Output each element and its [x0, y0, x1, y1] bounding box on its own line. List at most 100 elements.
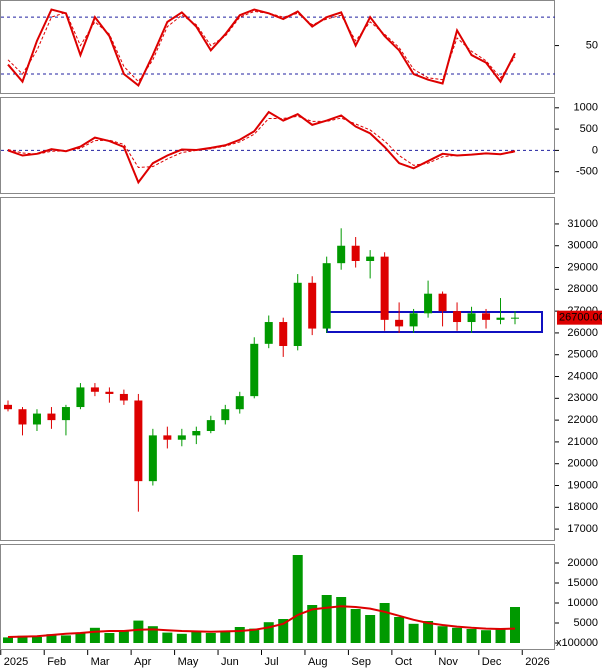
x-tick-label: 2025 [4, 656, 28, 668]
y-tick-label: 17000 [567, 523, 598, 535]
volume-bar [336, 597, 347, 643]
volume-bar [307, 605, 318, 643]
price-panel [0, 197, 555, 541]
y-tick-label: 29000 [567, 261, 598, 273]
candle-body [61, 407, 70, 421]
candle-body [293, 282, 302, 347]
volume-bar [162, 632, 173, 643]
volume-bar [481, 630, 492, 643]
unit-label: x10000 [556, 637, 592, 649]
macd-line [7, 110, 516, 185]
y-tick-label: 10000 [567, 597, 598, 609]
y-tick-label: 50 [586, 39, 598, 51]
oscillator-d [7, 10, 516, 83]
candle-body [18, 409, 27, 425]
x-tick-label: Dec [482, 656, 502, 668]
candle-body [206, 420, 215, 432]
x-tick-label: Jun [221, 656, 239, 668]
volume-bar [191, 631, 202, 643]
volume-bar [437, 626, 448, 643]
y-tick-label: 20000 [567, 458, 598, 470]
y-tick-label: 22000 [567, 414, 598, 426]
candle-body [250, 343, 259, 397]
candle-body [279, 322, 288, 347]
volume-bar [379, 603, 390, 643]
y-tick-label: 19000 [567, 479, 598, 491]
y-tick-label: 24000 [567, 370, 598, 382]
x-tick-label: Mar [91, 656, 110, 668]
candle-body [453, 311, 462, 323]
volume-bar [394, 617, 405, 643]
volume-bar [350, 609, 361, 643]
volume-bar [220, 631, 231, 643]
candle-body [264, 322, 273, 344]
volume-bar [3, 637, 13, 643]
candle-body [322, 263, 331, 329]
x-tick-label: Jul [265, 656, 279, 668]
y-tick-label: 20000 [567, 557, 598, 569]
volume-bar [17, 635, 28, 643]
candle-body [380, 256, 389, 320]
candle-body [337, 245, 346, 264]
volume-bar [75, 632, 86, 643]
candle-body [235, 396, 244, 410]
y-tick-label: 28000 [567, 283, 598, 295]
y-tick-label: 0 [592, 637, 598, 649]
y-tick-label: -500 [576, 166, 598, 178]
oscillator-panel [0, 0, 555, 94]
volume-bar [118, 631, 129, 643]
y-tick-label: 21000 [567, 436, 598, 448]
candle-body [119, 393, 128, 401]
volume-bar [205, 633, 216, 643]
volume-bar [466, 629, 477, 643]
y-tick-label: 18000 [567, 501, 598, 513]
volume-bar [321, 595, 332, 643]
y-tick-label: 500 [580, 123, 598, 135]
candle-body [177, 435, 186, 440]
x-tick-label: May [178, 656, 199, 668]
candle-body [511, 317, 519, 319]
candle-body [351, 245, 360, 261]
volume-bar [495, 628, 506, 643]
volume-bar [133, 620, 144, 643]
x-tick-label: Aug [308, 656, 328, 668]
candle-body [105, 391, 114, 394]
volume-bar [234, 627, 245, 643]
candle-body [438, 293, 447, 312]
oscillator-k [7, 8, 516, 87]
volume-bar [104, 633, 115, 643]
volume-bar [60, 635, 71, 643]
volume-bar [89, 627, 100, 643]
macd-signal [7, 115, 516, 168]
volume-bar [46, 634, 57, 643]
range-box [326, 311, 543, 333]
candle-body [163, 435, 172, 440]
candle-body [366, 256, 375, 261]
y-tick-label: 26000 [567, 327, 598, 339]
volume-bar [510, 607, 520, 643]
x-tick-label: 2026 [525, 656, 549, 668]
y-tick-label: 0 [592, 144, 598, 156]
volume-bar [278, 619, 289, 643]
x-tick-label: Nov [438, 656, 458, 668]
volume-bar [249, 628, 260, 643]
volume-bar [365, 615, 376, 643]
y-tick-label: 30000 [567, 240, 598, 252]
last-price-box [557, 310, 602, 325]
volume-panel [0, 544, 555, 650]
candle-body [308, 282, 317, 329]
volume-bar [452, 627, 463, 643]
volume-bar [176, 633, 187, 643]
candle-body [134, 400, 143, 482]
y-tick-label: 15000 [567, 577, 598, 589]
candle-body [496, 317, 505, 320]
candle-body [467, 313, 476, 323]
volume-bar [147, 626, 158, 643]
candle-body [482, 313, 491, 320]
y-tick-label: 23000 [567, 392, 598, 404]
last-price-label: 26700.00 [559, 312, 602, 324]
y-tick-label: 5000 [574, 617, 598, 629]
volume-bar [31, 637, 42, 643]
candle-body [221, 409, 230, 421]
